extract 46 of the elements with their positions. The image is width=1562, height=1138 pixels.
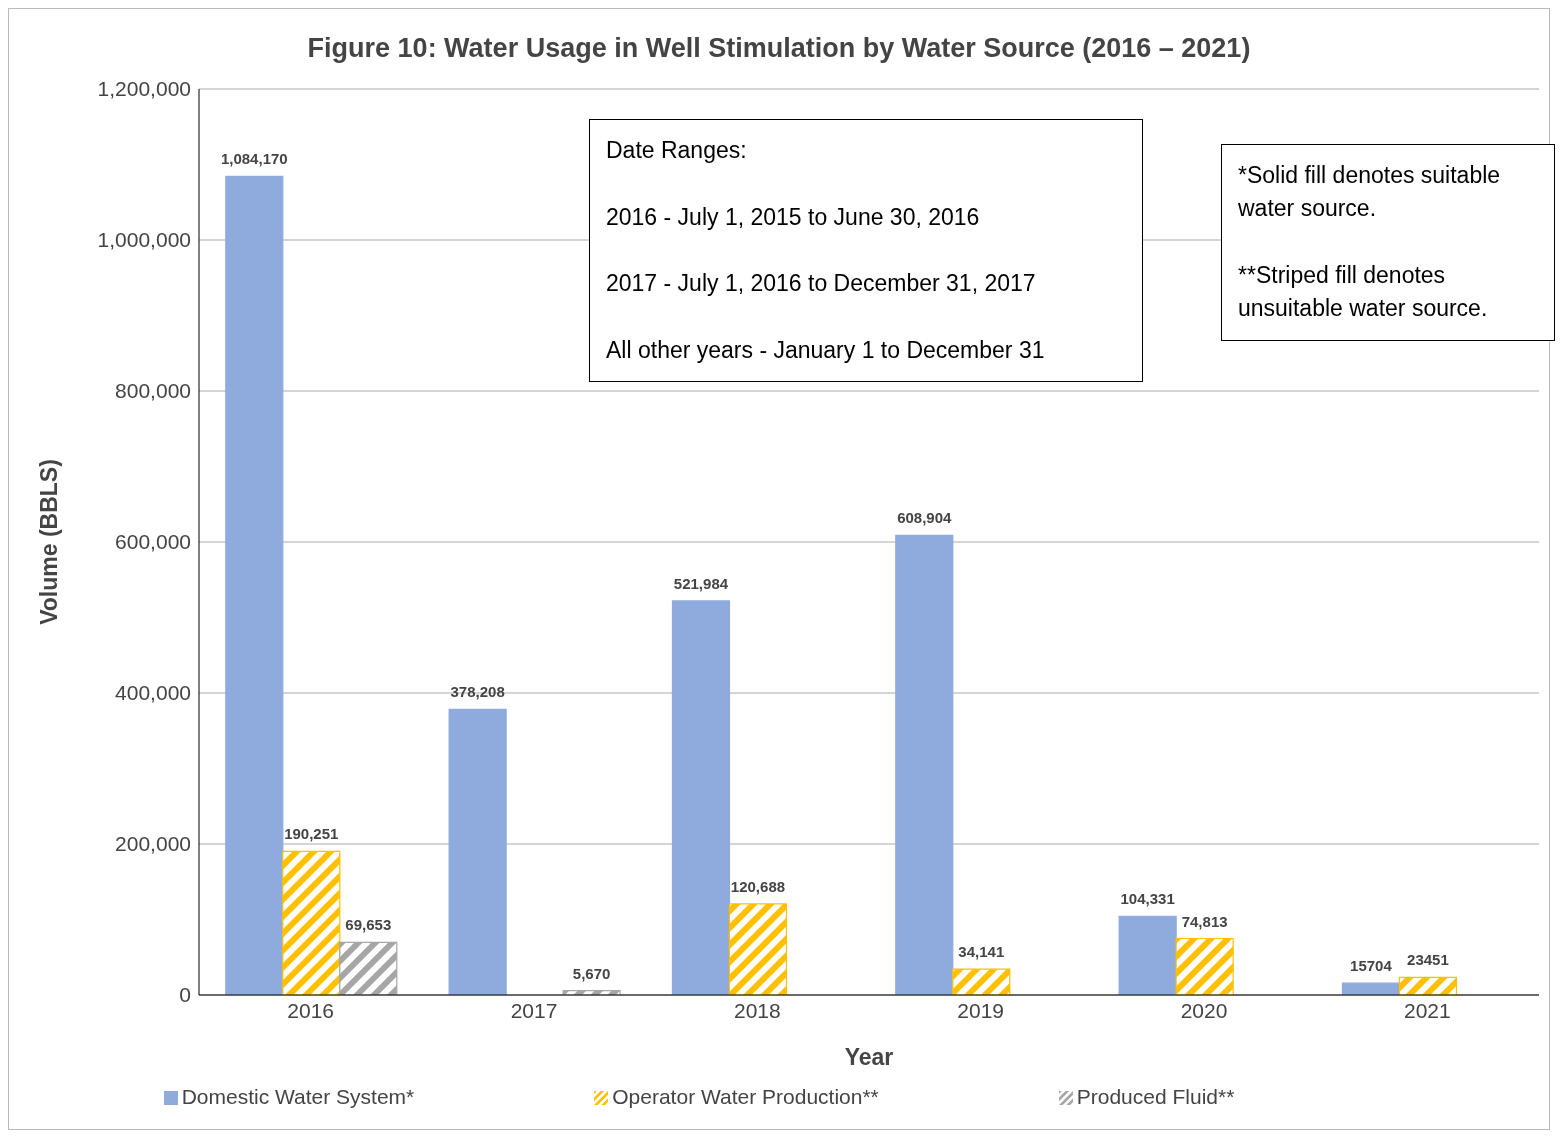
x-tick-label: 2019	[957, 998, 1005, 1022]
data-label: 23451	[1407, 951, 1449, 969]
bar	[1341, 982, 1401, 995]
bar	[1398, 976, 1458, 995]
y-tick-label: 200,000	[115, 832, 191, 856]
data-label: 5,670	[572, 964, 611, 982]
y-tick-label: 400,000	[115, 681, 191, 705]
y-tick-label: 600,000	[115, 530, 191, 554]
y-tick-label: 800,000	[115, 379, 191, 403]
bar	[448, 708, 507, 995]
data-label: 120,688	[730, 877, 786, 895]
bar	[728, 903, 788, 995]
bar	[225, 175, 284, 995]
bar	[671, 600, 731, 995]
x-tick-label: 2017	[510, 998, 558, 1022]
x-tick-label: 2021	[1403, 998, 1451, 1022]
x-tick-label: 2016	[287, 998, 335, 1022]
bar	[1175, 937, 1234, 995]
data-label: 15704	[1350, 957, 1393, 975]
data-label: 190,251	[284, 825, 339, 843]
bar	[339, 941, 398, 995]
y-axis-title: Volume (BBLS)	[36, 459, 63, 625]
note-box: Date Ranges: 2016 - July 1, 2015 to June 30, 2016 2017 - July 1, 2016 to December 31, 2017 All other years - January 1 to December 31	[589, 119, 1143, 383]
data-label: 34,141	[958, 943, 1005, 961]
y-tick-label: 0	[179, 983, 191, 1007]
legend-label: Produced Fluid**	[1076, 1085, 1235, 1108]
legend-label: Operator Water Production**	[612, 1085, 879, 1108]
data-label: 608,904	[897, 509, 953, 527]
bar	[895, 534, 954, 995]
x-axis-title: Year	[844, 1044, 894, 1070]
data-label: 521,984	[673, 574, 729, 592]
data-label: 378,208	[450, 683, 505, 701]
x-tick-label: 2020	[1180, 998, 1228, 1022]
data-label: 74,813	[1181, 912, 1228, 930]
y-tick-label: 1,200,000	[97, 77, 191, 101]
data-label: 104,331	[1120, 890, 1175, 908]
x-tick-label: 2018	[733, 998, 781, 1022]
chart-title: Figure 10: Water Usage in Well Stimulation by Water Source (2016 – 2021)	[306, 33, 1252, 64]
data-label: 1,084,170	[220, 150, 288, 168]
note-box: *Solid fill denotes suitable water source. **Striped fill denotes unsuitable water source.	[1221, 144, 1555, 341]
bar	[1118, 915, 1177, 995]
bar	[282, 850, 341, 995]
y-tick-label: 1,000,000	[97, 228, 191, 252]
bar	[952, 968, 1011, 995]
data-label: 69,653	[345, 916, 392, 934]
legend-label: Domestic Water System*	[181, 1085, 415, 1108]
